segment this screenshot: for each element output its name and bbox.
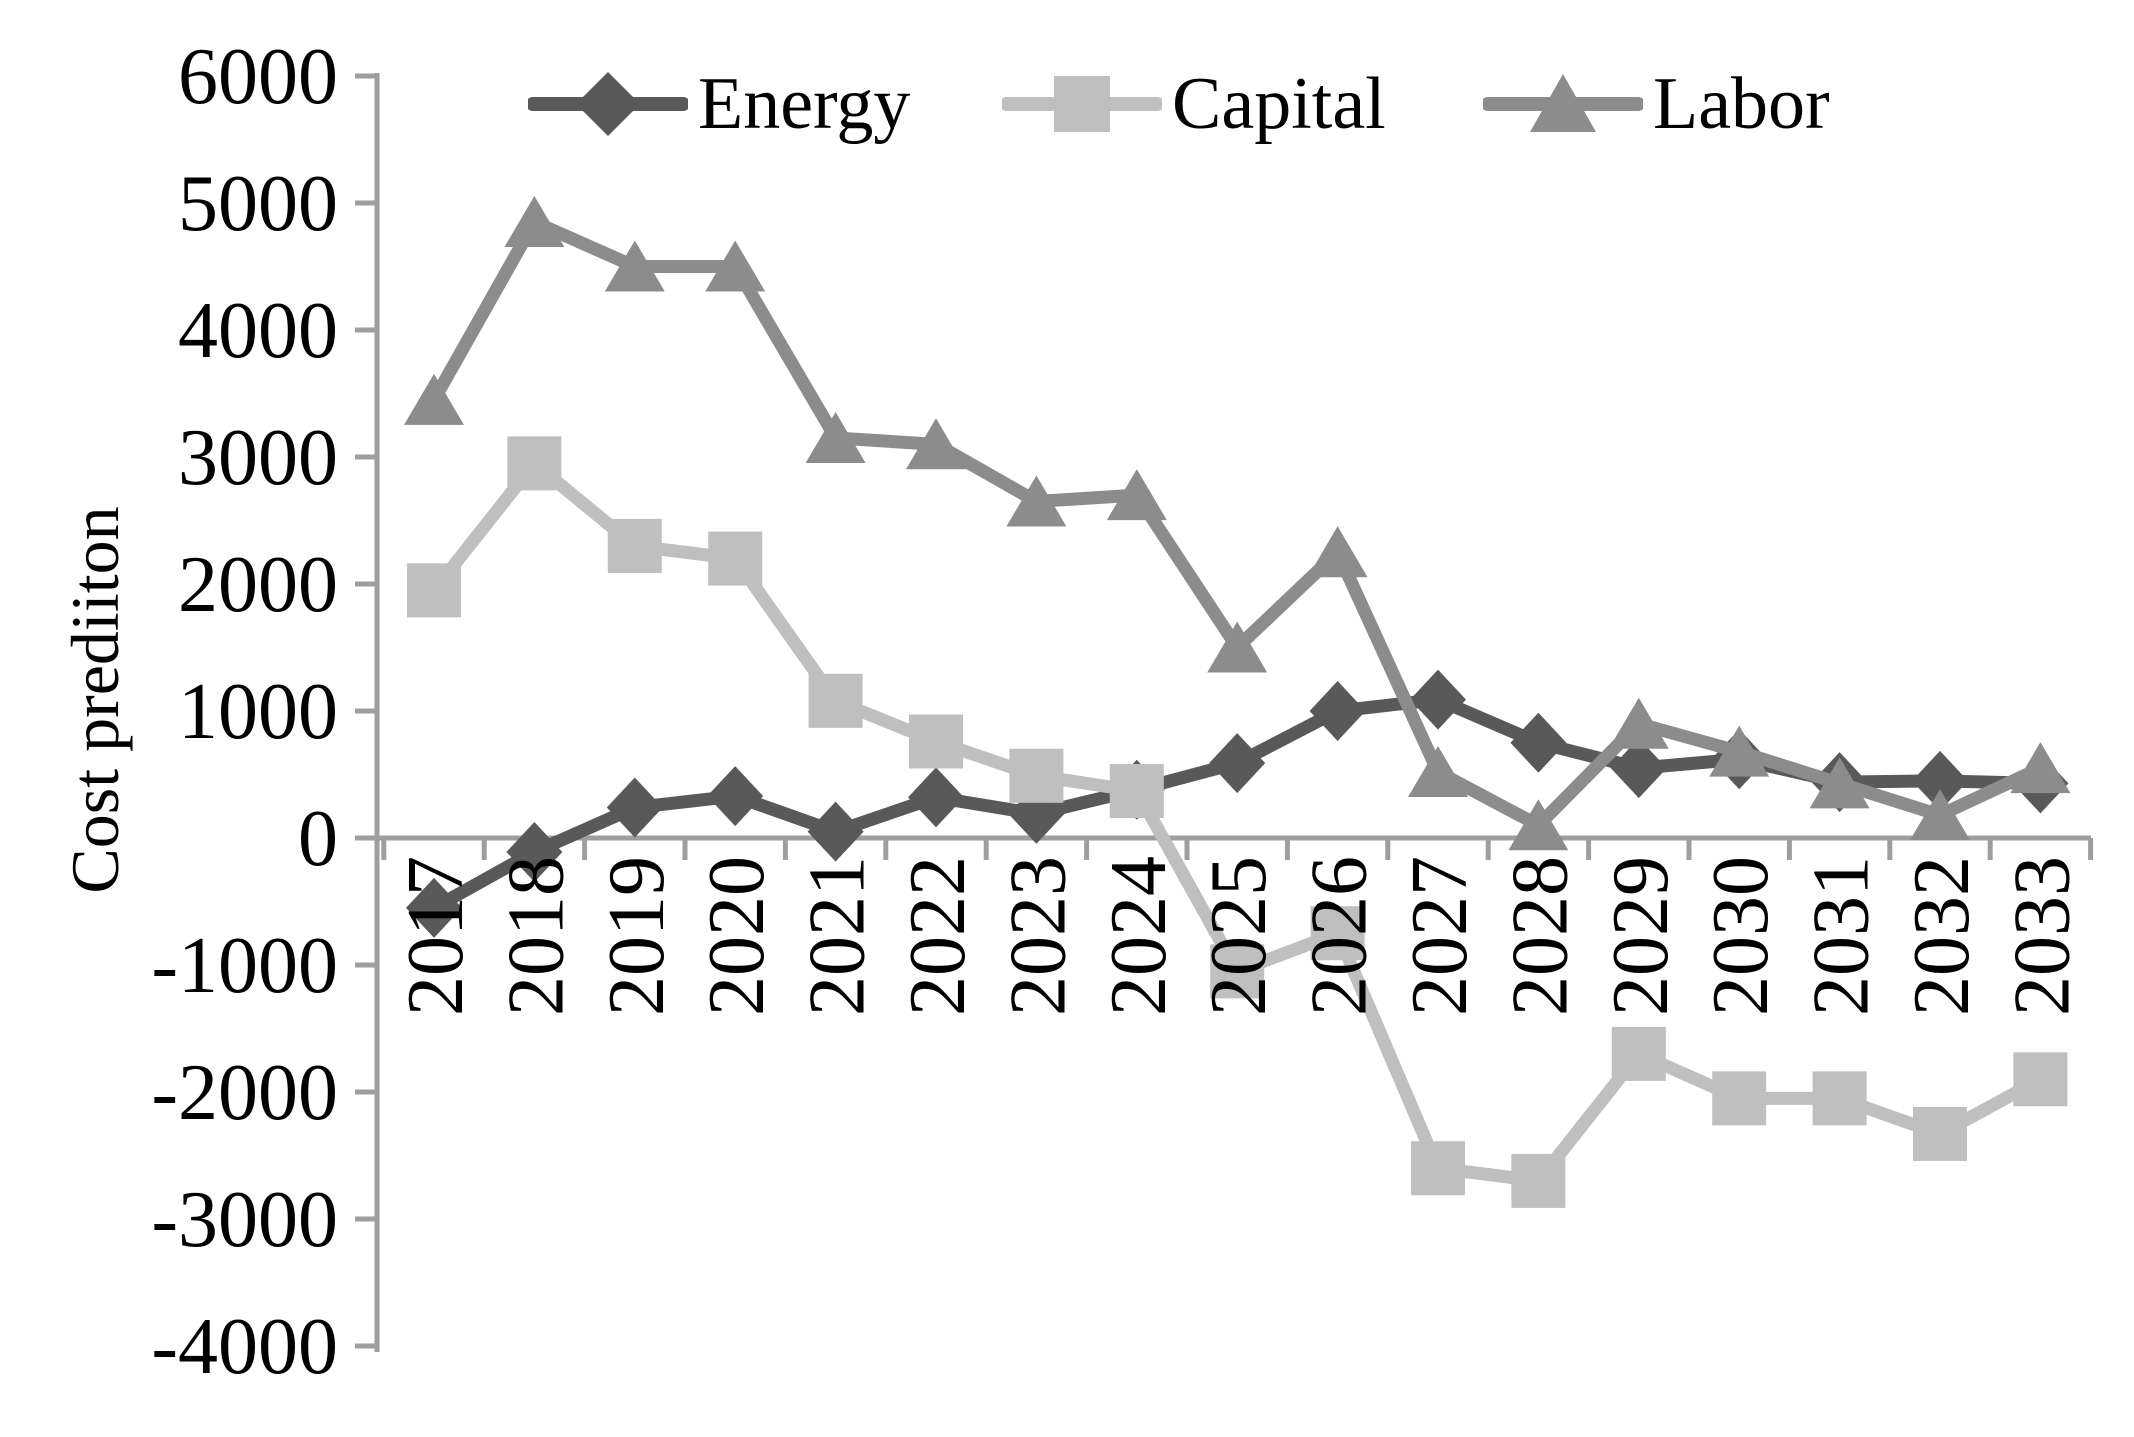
x-category-label: 2025 xyxy=(1195,856,1283,1016)
legend-label-capital: Capital xyxy=(1172,63,1386,145)
labor-marker xyxy=(1408,745,1468,797)
capital-marker xyxy=(1511,1153,1566,1208)
y-tick-label: -1000 xyxy=(151,922,338,1010)
x-category-label: 2022 xyxy=(894,856,982,1016)
energy-marker xyxy=(1209,733,1266,794)
capital-legend-marker-icon xyxy=(1002,76,1162,132)
capital-marker xyxy=(2013,1052,2068,1107)
capital-marker xyxy=(1109,764,1164,819)
x-category-label: 2020 xyxy=(693,856,781,1016)
x-category-label: 2021 xyxy=(794,856,882,1016)
energy-marker xyxy=(908,767,964,828)
capital-marker xyxy=(1712,1071,1767,1126)
x-category-label: 2032 xyxy=(1898,856,1986,1016)
legend-item-energy: Energy xyxy=(528,66,910,142)
y-tick-label: 5000 xyxy=(178,160,338,248)
capital-marker xyxy=(1310,906,1365,961)
legend-label-energy: Energy xyxy=(698,63,911,145)
energy-marker xyxy=(1610,738,1667,799)
capital-marker xyxy=(1210,944,1265,999)
energy-marker xyxy=(506,821,563,882)
labor-marker xyxy=(906,418,966,470)
energy-marker xyxy=(1309,681,1366,741)
y-tick-label: 4000 xyxy=(178,287,338,375)
labor-marker xyxy=(404,373,464,425)
energy-marker xyxy=(406,877,462,938)
diamond-icon xyxy=(576,72,640,136)
y-tick-label: 2000 xyxy=(178,541,338,629)
labor-marker xyxy=(1709,725,1770,777)
labor-marker xyxy=(504,196,565,248)
legend-item-capital: Capital xyxy=(1002,66,1386,142)
capital-marker xyxy=(607,518,662,573)
energy-marker xyxy=(1410,669,1466,730)
energy-marker xyxy=(707,766,764,827)
labor-legend-marker-icon xyxy=(1483,74,1643,132)
capital-marker xyxy=(808,673,863,728)
triangle-icon xyxy=(1530,74,1596,132)
x-category-label: 2029 xyxy=(1597,856,1685,1016)
energy-marker xyxy=(1912,750,1968,811)
y-tick-label: 1000 xyxy=(178,668,338,756)
labor-marker xyxy=(1106,469,1167,521)
series-line-capital xyxy=(427,456,2047,1188)
energy-legend-marker-icon xyxy=(528,72,688,136)
capital-marker xyxy=(909,714,963,769)
y-tick-label: -2000 xyxy=(151,1049,338,1137)
capital-marker xyxy=(708,531,763,586)
capital-marker xyxy=(1411,1141,1465,1196)
square-icon xyxy=(1054,76,1110,132)
x-category-label: 2033 xyxy=(1998,856,2086,1016)
x-category-label: 2024 xyxy=(1095,856,1183,1016)
labor-marker xyxy=(1910,789,1970,841)
labor-marker xyxy=(1809,757,1870,809)
labor-marker xyxy=(1207,621,1268,673)
x-category-label: 2023 xyxy=(994,856,1082,1016)
labor-marker xyxy=(1608,697,1669,749)
x-category-label: 2018 xyxy=(492,856,580,1016)
legend-label-labor: Labor xyxy=(1653,63,1830,145)
capital-marker xyxy=(1812,1071,1867,1126)
labor-marker xyxy=(604,240,665,292)
legend-item-labor: Labor xyxy=(1483,66,1830,142)
x-category-label: 2026 xyxy=(1296,856,1384,1016)
labor-marker xyxy=(2010,742,2071,794)
labor-marker xyxy=(1307,526,1368,578)
y-tick-label: -3000 xyxy=(151,1176,338,1264)
x-category-label: 2031 xyxy=(1798,856,1886,1016)
labor-marker xyxy=(1006,475,1067,527)
capital-marker xyxy=(1913,1106,1967,1161)
energy-marker xyxy=(606,777,663,838)
x-category-label: 2028 xyxy=(1496,856,1584,1016)
y-axis-title: Cost prediiton xyxy=(57,506,133,894)
capital-marker xyxy=(1611,1026,1666,1081)
y-tick-label: -4000 xyxy=(151,1303,338,1391)
labor-marker xyxy=(1508,799,1569,851)
x-category-label: 2030 xyxy=(1697,856,1785,1016)
labor-marker xyxy=(805,411,866,463)
y-tick-label: 0 xyxy=(298,795,338,883)
capital-marker xyxy=(507,436,562,491)
y-tick-label: 3000 xyxy=(178,414,338,502)
labor-marker xyxy=(705,240,766,292)
x-category-label: 2017 xyxy=(392,856,480,1016)
y-tick-label: 6000 xyxy=(178,33,338,121)
energy-marker xyxy=(807,801,864,862)
x-category-label: 2019 xyxy=(593,856,681,1016)
energy-marker xyxy=(1510,712,1567,773)
x-category-label: 2027 xyxy=(1396,856,1484,1016)
capital-marker xyxy=(407,563,461,618)
capital-marker xyxy=(1009,748,1064,803)
